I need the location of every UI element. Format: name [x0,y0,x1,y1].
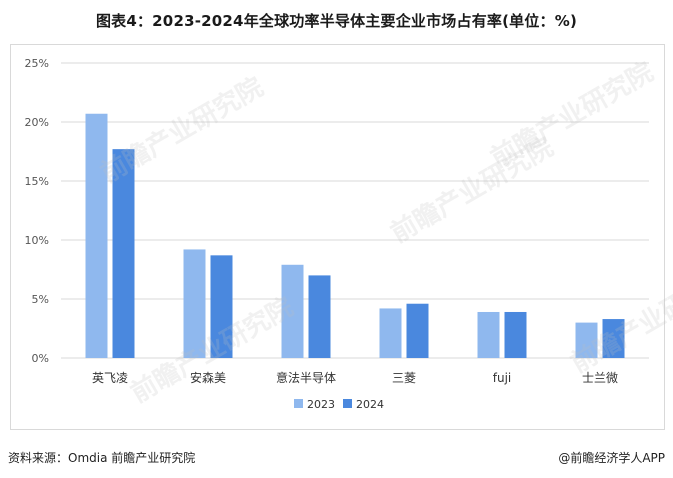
bar-2024-3 [406,303,429,358]
legend-label-2024: 2024 [356,398,384,411]
axis-layer: 0% 5% 10% 15% 20% 25% 英飞凌 安森美 意法半导体 三菱 fuji 士兰微 [25,57,618,385]
x-category-label: 安森美 [190,370,226,385]
y-tick-label: 20% [25,116,49,129]
y-tick-label: 10% [25,234,49,247]
source-note: 资料来源：Omdia 前瞻产业研究院 [8,451,196,465]
y-tick-label: 25% [25,57,49,70]
y-tick-label: 5% [32,293,49,306]
x-category-label: fuji [493,371,512,385]
bar-2023-2 [281,264,304,358]
legend-label-2023: 2023 [307,398,335,411]
x-category-label: 意法半导体 [276,370,336,385]
y-tick-label: 15% [25,175,49,188]
legend: 2023 2024 [294,398,384,411]
bar-2023-4 [477,311,500,358]
brand-note: @前瞻经济学人APP [558,451,665,465]
bar-2024-0 [112,149,135,358]
legend-swatch-2024 [343,399,352,408]
x-category-label: 英飞凌 [92,371,128,385]
chart-frame: 0% 5% 10% 15% 20% 25% 英飞凌 安森美 意法半导体 三菱 fuji 士兰微 202… [10,44,665,430]
y-tick-label: 0% [32,352,49,365]
x-category-label: 士兰微 [582,371,618,385]
bar-2023-5 [575,322,598,358]
bar-2024-1 [210,255,233,358]
bar-2023-0 [85,113,108,359]
chart-title: 图表4：2023-2024年全球功率半导体主要企业市场占有率(单位：%) [95,12,578,30]
bar-2024-5 [602,319,625,358]
x-category-label: 三菱 [392,371,416,385]
bars-layer [85,113,625,359]
bar-2024-2 [308,275,331,358]
legend-swatch-2023 [294,399,303,408]
bar-2023-1 [183,249,206,358]
bar-2023-3 [379,308,402,358]
bar-chart: 0% 5% 10% 15% 20% 25% 英飞凌 安森美 意法半导体 三菱 fuji 士兰微 202… [25,57,649,411]
bar-2024-4 [504,311,527,358]
grid-layer [61,62,649,359]
